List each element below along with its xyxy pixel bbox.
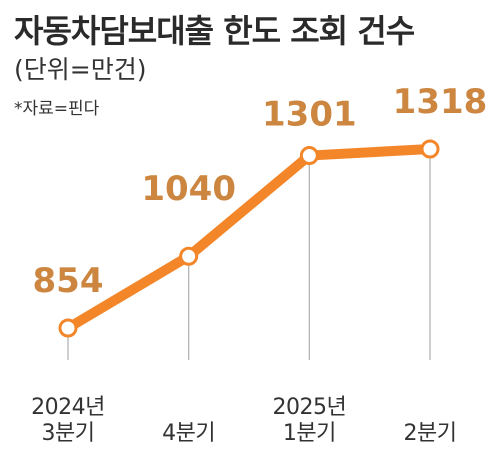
data-label-4: 1318 (393, 82, 488, 122)
data-point-3 (299, 146, 319, 166)
data-point-4 (420, 139, 440, 159)
data-label-1: 854 (33, 261, 104, 301)
data-point-1 (58, 318, 78, 338)
data-point-2 (179, 246, 199, 266)
data-label-3: 1301 (262, 95, 357, 135)
x-tick-label-3-1: 2025년 (272, 395, 346, 420)
chart-title: 자동차담보대출 한도 조회 건수 (14, 12, 415, 50)
x-tick-label-2-1: 4분기 (162, 421, 215, 446)
data-points (58, 139, 440, 338)
data-label-2: 1040 (141, 169, 236, 209)
guide-lines (67, 149, 431, 360)
x-tick-label-4-1: 2분기 (404, 421, 457, 446)
x-tick-label-1-2: 3분기 (42, 421, 95, 446)
series-line-layer (63, 144, 435, 333)
x-tick-label-1-1: 2024년 (31, 395, 105, 420)
data-labels: 854 1040 1301 1318 (33, 82, 488, 301)
chart-source: *자료=핀다 (14, 99, 100, 119)
series-line (63, 144, 435, 333)
chart-unit: (단위=만건) (14, 55, 147, 84)
x-tick-label-3-2: 1분기 (283, 421, 336, 446)
